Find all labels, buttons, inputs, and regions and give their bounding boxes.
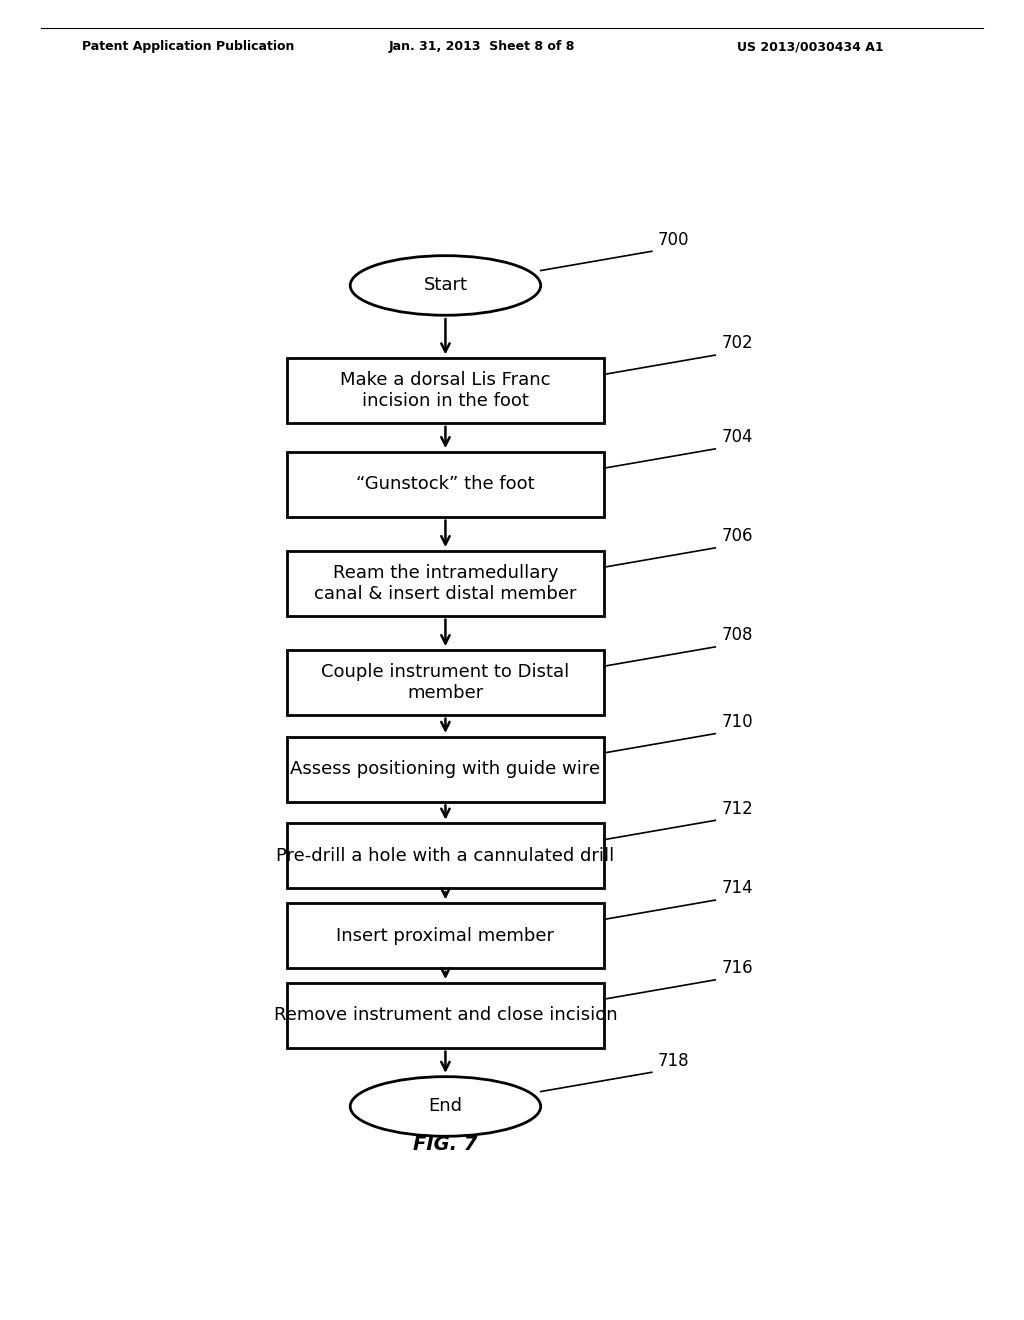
Bar (287, 983, 604, 1048)
Text: Pre-drill a hole with a cannulated drill: Pre-drill a hole with a cannulated drill (276, 847, 614, 865)
Bar (287, 451, 604, 516)
Text: US 2013/0030434 A1: US 2013/0030434 A1 (737, 40, 884, 53)
Text: Start: Start (424, 276, 467, 294)
Text: Remove instrument and close incision: Remove instrument and close incision (273, 1006, 617, 1024)
Text: Couple instrument to Distal
member: Couple instrument to Distal member (322, 663, 569, 702)
Bar (287, 903, 604, 968)
Text: 712: 712 (722, 800, 754, 818)
Text: “Gunstock” the foot: “Gunstock” the foot (356, 475, 535, 494)
Text: 700: 700 (658, 231, 689, 248)
Bar (287, 550, 604, 615)
Text: Insert proximal member: Insert proximal member (337, 927, 554, 945)
Text: 716: 716 (722, 960, 754, 977)
Text: 702: 702 (722, 334, 754, 352)
Text: 714: 714 (722, 879, 754, 898)
Bar (287, 358, 604, 422)
Text: FIG. 7: FIG. 7 (414, 1135, 477, 1154)
Text: Jan. 31, 2013  Sheet 8 of 8: Jan. 31, 2013 Sheet 8 of 8 (389, 40, 575, 53)
Text: 704: 704 (722, 428, 753, 446)
Text: Patent Application Publication: Patent Application Publication (82, 40, 294, 53)
Text: 710: 710 (722, 713, 754, 731)
Text: Make a dorsal Lis Franc
incision in the foot: Make a dorsal Lis Franc incision in the … (340, 371, 551, 411)
Text: 718: 718 (658, 1052, 690, 1069)
Text: Ream the intramedullary
canal & insert distal member: Ream the intramedullary canal & insert d… (314, 564, 577, 603)
Text: Assess positioning with guide wire: Assess positioning with guide wire (291, 760, 600, 777)
Bar (287, 824, 604, 888)
Text: End: End (428, 1097, 463, 1115)
Text: 706: 706 (722, 527, 753, 545)
Bar (287, 649, 604, 715)
Text: 708: 708 (722, 626, 753, 644)
Bar (287, 737, 604, 801)
